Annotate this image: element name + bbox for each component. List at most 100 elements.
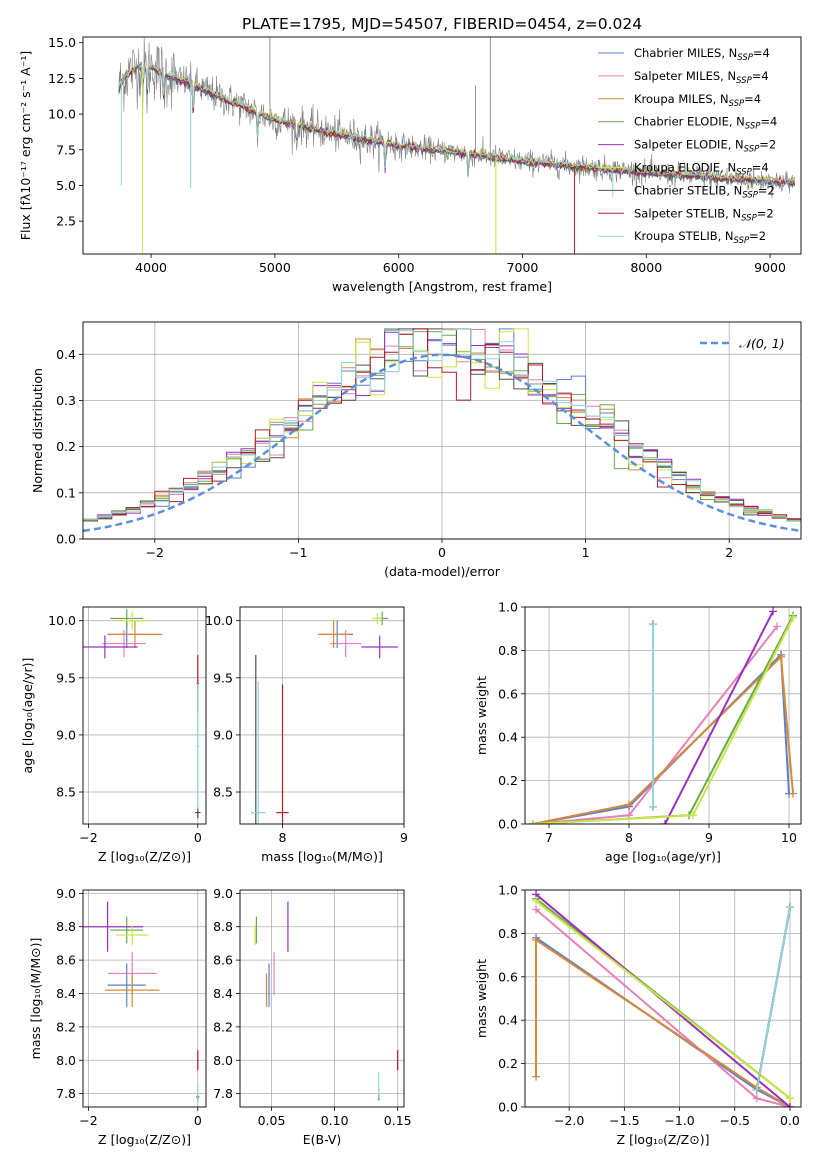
model-line-kroupa-stelib (118, 60, 795, 187)
axes: −2 0 7.8 8.0 8.2 8.4 8.6 8.8 9.0 Z [log₁₀(Z/Z⊙)] m… (28, 886, 207, 1147)
model-line-kroupa-elodie (118, 61, 796, 185)
legend-entry: Kroupa STELIB, NSSP=2 (634, 229, 766, 246)
legend-entry: Salpeter ELODIE, NSSP=2 (634, 138, 776, 155)
x-axis-label: (data-model)/error (384, 564, 501, 579)
legend-entry: Salpeter MILES, NSSP=4 (634, 69, 769, 86)
y-tick-label: 0.6 (498, 686, 518, 701)
errorbar-point (104, 973, 160, 1007)
plus-marker (532, 905, 541, 914)
y-tick-label: 10.0 (205, 613, 233, 628)
series-salpeter-miles (532, 905, 794, 1107)
hist-kroupa-stelib (83, 328, 801, 524)
series-kroupa-stelib (649, 620, 657, 811)
plus-marker (785, 1103, 794, 1107)
legend-entry: Salpeter STELIB, NSSP=2 (634, 206, 774, 223)
plus-marker (661, 820, 669, 824)
x-axis-label: Z [log₁₀(Z/Z⊙)] (98, 849, 191, 864)
x-tick-label: 8000 (630, 260, 662, 275)
x-tick-label: 9 (705, 830, 713, 845)
x-tick-label: 0 (194, 830, 202, 845)
errorbar-point (196, 683, 199, 810)
legend-residuals: 𝒩(0, 1) (700, 336, 785, 351)
plot-area (83, 328, 801, 533)
x-tick-label: −2.0 (554, 1113, 584, 1128)
y-tick-label: 8.2 (56, 1019, 76, 1034)
y-tick-label: 5.0 (56, 178, 76, 193)
plus-marker (649, 620, 657, 629)
x-tick-label: 8 (625, 830, 633, 845)
axes: 0.05 0.10 0.15 7.8 8.0 8.2 8.4 8.6 8.8 9.0 E(B-V) (213, 886, 412, 1147)
axes-frame (82, 889, 207, 1108)
x-axis-label: mass [log₁₀(M/M⊙)] (261, 849, 383, 864)
y-axis-label: Flux [fλ10⁻¹⁷ erg cm⁻² s⁻¹ A⁻¹] (18, 51, 33, 240)
errorbar-point (83, 901, 144, 952)
y-tick-label: 7.5 (56, 142, 76, 157)
grid (240, 890, 404, 1107)
axes: −2 0 8.5 9.0 9.5 10.0 Z [log₁₀(Z/Z⊙)] age [log₁… (20, 606, 207, 864)
y-tick-label: 8.4 (56, 986, 76, 1001)
plot-area (529, 607, 797, 824)
y-tick-label: 0.4 (498, 730, 518, 745)
y-tick-label: 0.3 (56, 393, 76, 408)
y-tick-label: 0.1 (56, 485, 76, 500)
legend-entry: Kroupa ELODIE, NSSP=4 (634, 161, 769, 178)
y-axis-label: mass [log₁₀(M/M⊙)] (28, 938, 43, 1060)
y-tick-label: 0.4 (498, 1013, 518, 1028)
errorbar-point (110, 916, 144, 944)
x-tick-label: −2 (146, 545, 164, 560)
y-tick-label: 7.8 (213, 1086, 233, 1101)
plus-marker (532, 935, 541, 944)
y-tick-label: 0.8 (498, 643, 518, 658)
y-tick-label: 9.0 (56, 727, 76, 742)
y-tick-label: 8.2 (213, 1019, 233, 1034)
series-chabrier-miles (532, 933, 794, 1107)
y-tick-label: 0.0 (56, 532, 76, 547)
y-tick-label: 9.5 (213, 670, 233, 685)
y-tick-label: 10.0 (48, 107, 76, 122)
y-tick-label: 8.8 (56, 919, 76, 934)
series-line (535, 938, 791, 1107)
legend-entry: 𝒩(0, 1) (739, 336, 785, 351)
plot-area (83, 901, 200, 1104)
x-axis-label: wavelength [Angstrom, rest frame] (332, 279, 552, 294)
plot-area (532, 890, 794, 1107)
series-kroupa-elodie (529, 613, 797, 824)
errorbar-point (115, 611, 149, 630)
x-tick-label: −0.5 (720, 1113, 750, 1128)
y-tick-label: 9.0 (213, 727, 233, 742)
series-kroupa-stelib (752, 903, 794, 1094)
series-salpeter-elodie (661, 607, 777, 824)
legend-entry: Chabrier STELIB, NSSP=2 (634, 183, 775, 200)
x-tick-label: 4000 (135, 260, 167, 275)
x-tick-label: 6000 (383, 260, 415, 275)
axes: 4000 5000 6000 7000 8000 9000 2.5 5.0 7.5 10.0 12.… (18, 35, 802, 294)
x-axis-label: age [log₁₀(age/yr)] (605, 849, 721, 864)
plus-marker (789, 789, 797, 798)
legend-spectrum: Chabrier MILES, NSSP=4 Salpeter MILES, NS… (598, 46, 777, 246)
y-tick-label: 8.6 (213, 953, 233, 968)
legend-entry: Chabrier MILES, NSSP=4 (634, 46, 770, 63)
y-tick-label: 0.6 (498, 969, 518, 984)
y-tick-label: 9.0 (56, 886, 76, 901)
plus-marker (785, 903, 794, 912)
y-tick-label: 8.5 (56, 785, 76, 800)
axes-frame (239, 889, 405, 1108)
series-kroupa-miles (529, 652, 797, 824)
y-tick-label: 1.0 (498, 600, 518, 615)
panel-age-vs-mass: 8 9 8.5 9.0 9.5 10.0 mass [log₁₀(M/M⊙)] (205, 606, 408, 864)
axes-frame (524, 889, 802, 1108)
x-axis-label: E(B-V) (303, 1132, 342, 1147)
plot-area (83, 609, 201, 819)
x-tick-label: 0.15 (384, 1113, 412, 1128)
panel-mass-vs-Z: −2 0 7.8 8.0 8.2 8.4 8.6 8.8 9.0 Z [log₁₀(Z/Z⊙)] m… (28, 886, 207, 1147)
y-tick-label: 12.5 (48, 71, 76, 86)
y-tick-label: 2.5 (56, 214, 76, 229)
plus-marker (689, 811, 697, 820)
errorbar-point (197, 1083, 199, 1104)
plus-marker (529, 820, 537, 824)
axes: −2 −1 0 1 2 0.0 0.1 0.2 0.3 0.4 (data-model)/error… (30, 321, 802, 579)
x-tick-label: −1.5 (609, 1113, 639, 1128)
panel-mass-vs-EBV: 0.05 0.10 0.15 7.8 8.0 8.2 8.4 8.6 8.8 9.0 E(B-V) (213, 886, 412, 1147)
errorbar-point (361, 635, 398, 659)
y-tick-label: 8.4 (213, 986, 233, 1001)
